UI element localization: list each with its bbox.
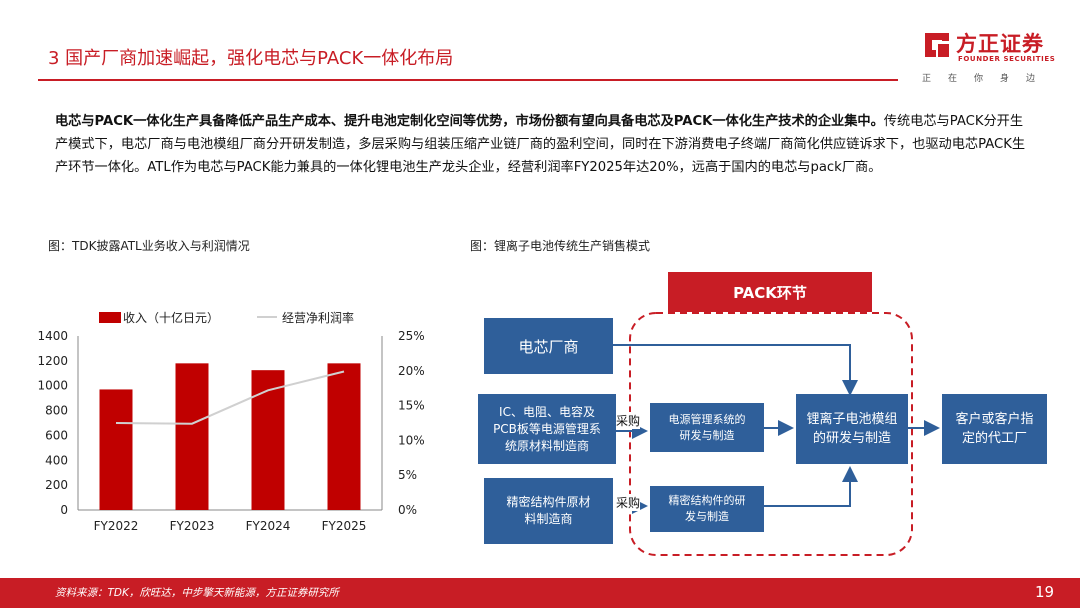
x-tick-label: FY2023 xyxy=(170,519,215,533)
summary-lead: 电芯与PACK一体化生产具备降低产品生产成本、提升电池定制化空间等优势，市场份额… xyxy=(55,114,884,129)
struct-rd-box: 精密结构件的研发与制造 xyxy=(650,486,764,532)
founder-logo-icon xyxy=(925,33,949,57)
summary-paragraph: 电芯与PACK一体化生产具备降低产品生产成本、提升电池定制化空间等优势，市场份额… xyxy=(55,110,1035,179)
y-right-tick-label: 5% xyxy=(398,468,417,482)
y-left-tick-label: 0 xyxy=(60,503,68,517)
page-number: 19 xyxy=(1035,583,1055,601)
summary-body: 传统电芯与PACK分开生产模式下，电芯厂商与电池模组厂商分开研发制造，多层采购与… xyxy=(55,114,1026,175)
margin-line xyxy=(115,370,345,425)
logo-slogan: 正在你身边 xyxy=(922,74,1053,84)
left-figure-caption: 图：TDK披露ATL业务收入与利润情况 xyxy=(48,239,250,253)
revenue-bar xyxy=(99,389,133,510)
right-figure-caption: 图：锂离子电池传统生产销售模式 xyxy=(470,239,651,253)
ic-supplier-box: IC、电阻、电容及PCB板等电源管理系统原材料制造商 xyxy=(478,394,616,464)
y-left-tick-label: 1400 xyxy=(37,329,68,343)
sales-mode-diagram: PACK环节 电芯厂商 IC、电阻、电容及PCB板等电源管理系统原材料制造商 精… xyxy=(470,268,1070,568)
y-left-tick-label: 600 xyxy=(45,428,68,442)
module-rd-box: 锂离子电池模组的研发与制造 xyxy=(796,394,908,464)
y-left-tick-label: 1000 xyxy=(37,379,68,393)
title-divider xyxy=(38,79,898,81)
revenue-bar xyxy=(251,370,285,510)
y-left-tick-label: 200 xyxy=(45,478,68,492)
pack-stage-label: PACK环节 xyxy=(668,272,872,312)
y-left-tick-label: 400 xyxy=(45,453,68,467)
footer-bar xyxy=(0,578,1080,608)
y-right-tick-label: 0% xyxy=(398,503,417,517)
revenue-bar xyxy=(175,363,209,510)
revenue-bar xyxy=(327,363,361,510)
y-right-tick-label: 20% xyxy=(398,364,425,378)
logo-text-en: FOUNDER SECURITIES xyxy=(958,55,1056,63)
y-right-tick-label: 25% xyxy=(398,329,425,343)
y-right-tick-label: 15% xyxy=(398,399,425,413)
legend-label-margin: 经营净利润率 xyxy=(282,310,354,325)
legend-swatch-revenue xyxy=(99,312,121,323)
page-title: 3 国产厂商加速崛起，强化电芯与PACK一体化布局 xyxy=(48,48,454,69)
purchase-label-2: 采购 xyxy=(616,494,641,511)
x-tick-label: FY2022 xyxy=(94,519,139,533)
cell-maker-box: 电芯厂商 xyxy=(484,318,613,374)
pack-dashed-boundary xyxy=(629,312,913,556)
y-right-tick-label: 10% xyxy=(398,433,425,447)
source-note: 资料来源：TDK，欣旺达，中步擎天新能源，方正证券研究所 xyxy=(55,587,339,599)
revenue-margin-chart: 0 200 400 600 800 1000 1200 1400 0% 5% 10% 15% 20% 25… xyxy=(37,310,425,533)
customer-box: 客户或客户指定的代工厂 xyxy=(942,394,1047,464)
legend-label-revenue: 收入（十亿日元） xyxy=(123,310,219,325)
bms-rd-box: 电源管理系统的研发与制造 xyxy=(650,403,764,452)
y-left-tick-label: 1200 xyxy=(37,354,68,368)
arrow-structrd-to-module xyxy=(764,466,858,507)
x-tick-label: FY2025 xyxy=(322,519,367,533)
x-tick-label: FY2024 xyxy=(246,519,291,533)
diagram-lines xyxy=(613,312,940,556)
purchase-label-1: 采购 xyxy=(616,412,641,429)
y-left-tick-label: 800 xyxy=(45,404,68,418)
arrow-cell-to-module xyxy=(613,344,858,396)
logo-text-cn: 方正证券 xyxy=(956,32,1044,56)
struct-supplier-box: 精密结构件原材料制造商 xyxy=(484,478,613,544)
